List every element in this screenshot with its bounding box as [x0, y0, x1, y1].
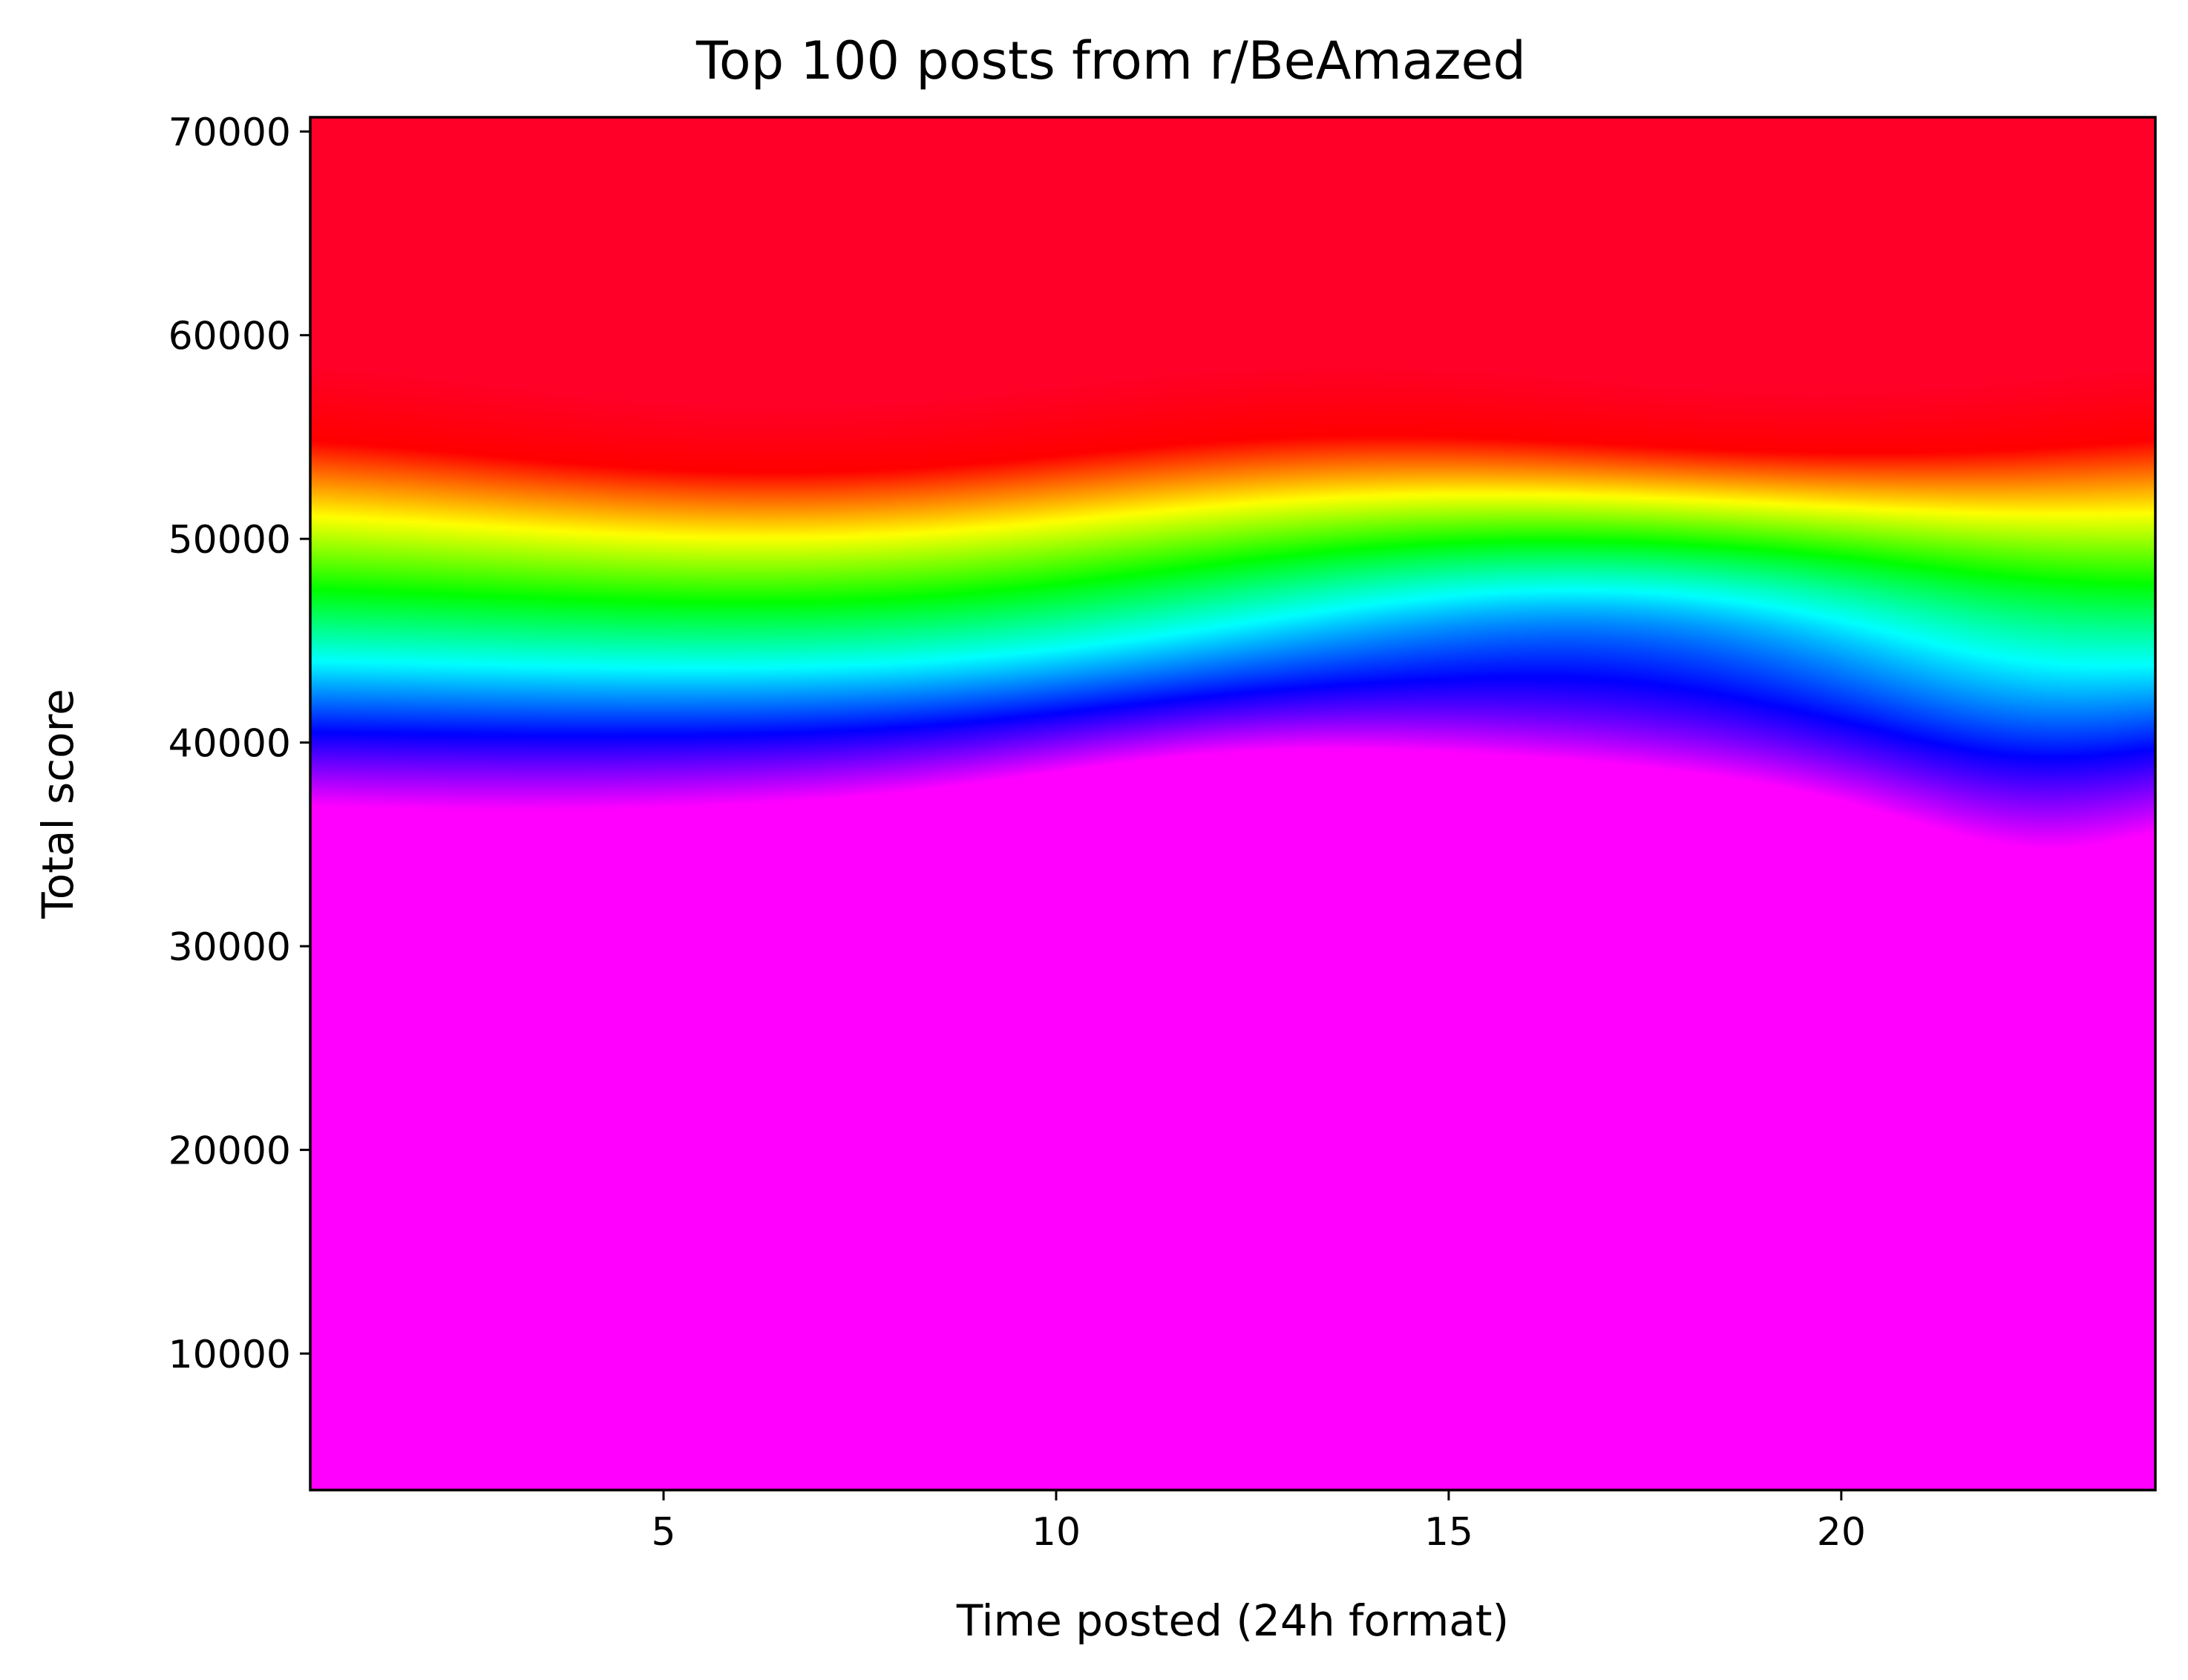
x-tick-label: 5 [651, 1510, 675, 1555]
y-axis-label: Total score [33, 689, 83, 919]
y-tick-label: 50000 [168, 518, 291, 562]
y-axis: 10000 20000 30000 40000 50000 60000 70000 [168, 111, 310, 1377]
chart-title: Top 100 posts from r/BeAmazed [695, 30, 1526, 91]
x-tick-label: 10 [1032, 1510, 1081, 1555]
x-tick-label: 20 [1817, 1510, 1866, 1555]
x-axis-label: Time posted (24h format) [956, 1595, 1509, 1646]
y-tick-label: 30000 [168, 925, 291, 970]
y-tick-label: 10000 [168, 1333, 291, 1377]
y-tick-label: 20000 [168, 1129, 291, 1174]
x-axis: 5 10 15 20 [651, 1490, 1866, 1555]
heatmap-surface [310, 117, 2155, 1490]
y-tick-label: 40000 [168, 722, 291, 767]
y-tick-label: 70000 [168, 111, 291, 155]
plot-frame [309, 116, 2157, 1492]
x-tick-label: 15 [1424, 1510, 1473, 1555]
y-tick-label: 60000 [168, 315, 291, 359]
